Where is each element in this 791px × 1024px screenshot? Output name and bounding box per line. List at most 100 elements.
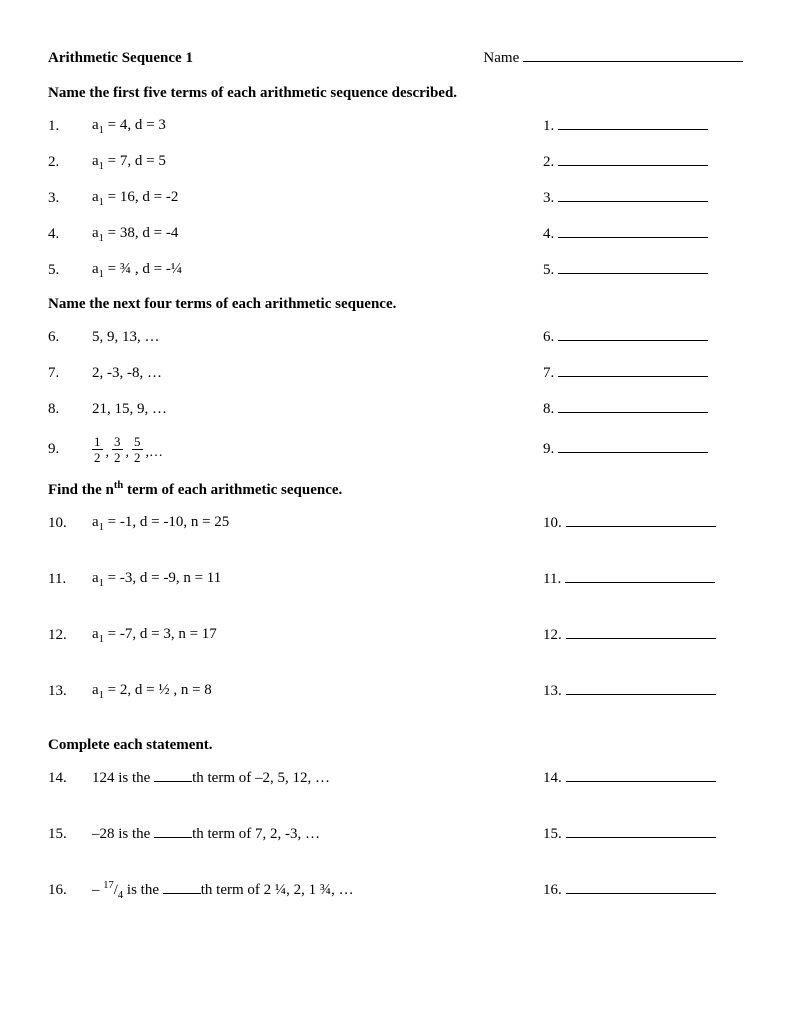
question-text: 5, 9, 13, … xyxy=(92,329,543,346)
name-input-line[interactable] xyxy=(523,50,743,62)
fill-after: th term of 7, 2, -3, … xyxy=(192,826,320,842)
question-text: a1 = 4, d = 3 xyxy=(92,117,543,136)
answer-slot: 16. xyxy=(543,882,743,899)
question-row: 1.a1 = 4, d = 31. xyxy=(48,116,743,136)
worksheet-title: Arithmetic Sequence 1 xyxy=(48,50,193,67)
answer-slot: 2. xyxy=(543,154,743,171)
answer-number: 2. xyxy=(543,154,558,170)
answer-number: 1. xyxy=(543,118,558,134)
fraction: 52 xyxy=(132,435,143,464)
answer-number: 10. xyxy=(543,515,566,531)
answer-input-line[interactable] xyxy=(566,826,716,838)
answer-number: 14. xyxy=(543,770,566,786)
answer-input-line[interactable] xyxy=(558,329,708,341)
question-row: 8.21, 15, 9, …8. xyxy=(48,399,743,419)
question-text: a1 = 7, d = 5 xyxy=(92,153,543,172)
question-row: 10.a1 = -1, d = -10, n = 2510. xyxy=(48,513,743,533)
answer-input-line[interactable] xyxy=(566,882,716,894)
fill-blank[interactable] xyxy=(163,882,201,894)
answer-slot: 9. xyxy=(543,441,743,458)
answer-input-line[interactable] xyxy=(558,262,708,274)
answer-input-line[interactable] xyxy=(558,365,708,377)
answer-slot: 6. xyxy=(543,329,743,346)
answer-slot: 5. xyxy=(543,262,743,279)
question-row: 14.124 is the th term of –2, 5, 12, …14. xyxy=(48,768,743,788)
answer-input-line[interactable] xyxy=(558,401,708,413)
sections-container: Name the first five terms of each arithm… xyxy=(48,85,743,901)
question-row: 5.a1 = ¾ , d = -¼5. xyxy=(48,260,743,280)
fill-blank[interactable] xyxy=(154,826,192,838)
question-text: 124 is the th term of –2, 5, 12, … xyxy=(92,770,543,787)
answer-number: 12. xyxy=(543,627,566,643)
answer-number: 7. xyxy=(543,365,558,381)
answer-number: 3. xyxy=(543,190,558,206)
answer-input-line[interactable] xyxy=(566,515,716,527)
answer-number: 9. xyxy=(543,441,558,457)
question-text: a1 = -3, d = -9, n = 11 xyxy=(92,570,543,589)
answer-input-line[interactable] xyxy=(558,154,708,166)
question-number: 6. xyxy=(48,329,92,346)
answer-slot: 11. xyxy=(543,571,743,588)
question-number: 13. xyxy=(48,683,92,700)
fraction: 12 xyxy=(92,435,103,464)
question-number: 1. xyxy=(48,118,92,135)
question-text: a1 = 38, d = -4 xyxy=(92,225,543,244)
answer-input-line[interactable] xyxy=(558,118,708,130)
header: Arithmetic Sequence 1 Name xyxy=(48,50,743,67)
fill-before: –28 is the xyxy=(92,826,154,842)
fraction-sequence: 12,32,52,… xyxy=(92,435,163,464)
answer-slot: 12. xyxy=(543,627,743,644)
answer-number: 6. xyxy=(543,329,558,345)
question-number: 9. xyxy=(48,441,92,458)
question-number: 10. xyxy=(48,515,92,532)
question-number: 15. xyxy=(48,826,92,843)
question-number: 11. xyxy=(48,571,92,588)
answer-number: 5. xyxy=(543,262,558,278)
answer-input-line[interactable] xyxy=(558,441,708,453)
answer-input-line[interactable] xyxy=(558,190,708,202)
answer-number: 8. xyxy=(543,401,558,417)
section-heading: Complete each statement. xyxy=(48,737,743,754)
answer-slot: 10. xyxy=(543,515,743,532)
question-row: 2.a1 = 7, d = 52. xyxy=(48,152,743,172)
name-label: Name xyxy=(483,50,519,66)
answer-slot: 13. xyxy=(543,683,743,700)
question-number: 7. xyxy=(48,365,92,382)
question-number: 16. xyxy=(48,882,92,899)
section-heading: Find the nth term of each arithmetic seq… xyxy=(48,480,743,499)
question-text: a1 = -7, d = 3, n = 17 xyxy=(92,626,543,645)
section-heading: Name the next four terms of each arithme… xyxy=(48,296,743,313)
answer-number: 15. xyxy=(543,826,566,842)
answer-input-line[interactable] xyxy=(566,627,716,639)
question-row: 4.a1 = 38, d = -44. xyxy=(48,224,743,244)
answer-input-line[interactable] xyxy=(565,571,715,583)
answer-number: 4. xyxy=(543,226,558,242)
question-row: 9.12,32,52,…9. xyxy=(48,435,743,464)
question-row: 11.a1 = -3, d = -9, n = 1111. xyxy=(48,569,743,589)
question-number: 3. xyxy=(48,190,92,207)
answer-input-line[interactable] xyxy=(566,683,716,695)
question-row: 16.– 17/4 is the th term of 2 ¼, 2, 1 ¾,… xyxy=(48,880,743,901)
answer-slot: 7. xyxy=(543,365,743,382)
answer-slot: 15. xyxy=(543,826,743,843)
answer-slot: 1. xyxy=(543,118,743,135)
question-number: 14. xyxy=(48,770,92,787)
answer-slot: 4. xyxy=(543,226,743,243)
answer-number: 16. xyxy=(543,882,566,898)
fill-before: 124 is the xyxy=(92,770,154,786)
question-text: a1 = 16, d = -2 xyxy=(92,189,543,208)
answer-input-line[interactable] xyxy=(566,770,716,782)
answer-number: 13. xyxy=(543,683,566,699)
worksheet-page: Arithmetic Sequence 1 Name Name the firs… xyxy=(0,0,791,1024)
question-row: 3.a1 = 16, d = -23. xyxy=(48,188,743,208)
question-row: 6.5, 9, 13, …6. xyxy=(48,327,743,347)
question-text: 2, -3, -8, … xyxy=(92,365,543,382)
answer-input-line[interactable] xyxy=(558,226,708,238)
fill-blank[interactable] xyxy=(154,770,192,782)
fill-before: – 17/4 is the xyxy=(92,882,163,898)
fill-after: th term of 2 ¼, 2, 1 ¾, … xyxy=(201,882,354,898)
question-text: 12,32,52,… xyxy=(92,435,543,464)
question-number: 8. xyxy=(48,401,92,418)
answer-slot: 8. xyxy=(543,401,743,418)
question-row: 7.2, -3, -8, …7. xyxy=(48,363,743,383)
